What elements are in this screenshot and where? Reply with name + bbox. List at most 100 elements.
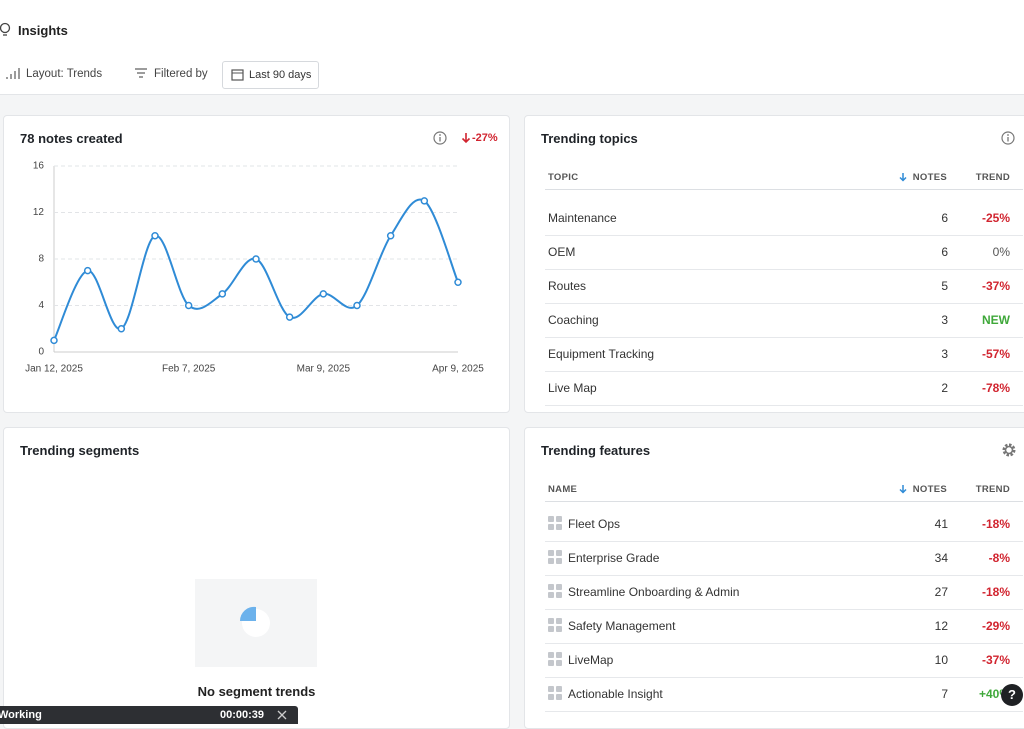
column-header: TREND: [975, 484, 1010, 495]
row-trend: -18%: [981, 517, 1010, 531]
layout-icon: [6, 68, 20, 79]
segments-card: Trending segments No segment trends: [3, 427, 510, 729]
column-header: NOTES: [912, 484, 947, 495]
sort-arrow[interactable]: [899, 484, 907, 494]
data-point: [151, 232, 159, 240]
calendar-icon: [231, 69, 244, 81]
data-point: [184, 301, 193, 310]
card-title: 78 notes created: [20, 131, 123, 146]
info-icon[interactable]: [433, 131, 447, 145]
x-tick-label: Mar 9, 2025: [297, 364, 351, 375]
date-range-button[interactable]: Last 90 days: [222, 61, 319, 89]
row-divider: [545, 371, 1023, 372]
y-tick-label: 8: [38, 254, 44, 265]
data-point: [353, 301, 361, 310]
row-notes: 41: [934, 517, 948, 531]
data-point: [454, 278, 462, 286]
row-name: Fleet Ops: [568, 517, 621, 531]
recorder-time: 00:00:39: [220, 709, 265, 721]
date-range-label: Last 90 days: [249, 69, 312, 81]
topics-card: Trending topics TOPIC NOTES TREND Maintenan…: [524, 115, 1024, 413]
feature-icon: [548, 550, 562, 564]
row-trend: -8%: [988, 551, 1010, 565]
row-trend: NEW: [982, 313, 1010, 327]
data-point: [83, 266, 92, 275]
row-name: Equipment Tracking: [548, 347, 655, 361]
column-header: NOTES: [912, 172, 947, 183]
feature-icon: [548, 516, 562, 530]
row-trend: -29%: [981, 619, 1010, 633]
row-notes: 3: [941, 347, 948, 361]
row-trend: -37%: [981, 279, 1010, 293]
row-notes: 2: [941, 381, 948, 395]
data-point: [218, 290, 227, 298]
bulb-icon: [0, 22, 11, 36]
row-notes: 6: [941, 211, 948, 225]
feature-icon: [548, 652, 562, 666]
close-button[interactable]: [277, 710, 287, 720]
row-name: Routes: [548, 279, 587, 293]
row-name: Actionable Insight: [568, 687, 663, 701]
row-trend: -25%: [981, 211, 1010, 225]
row-notes: 12: [934, 619, 948, 633]
layout-button[interactable]: Layout: Trends: [26, 68, 103, 80]
row-trend: -18%: [981, 585, 1010, 599]
settings-icon[interactable]: [1001, 442, 1017, 458]
recorder-status: Working: [0, 709, 42, 721]
card-title: Trending segments: [20, 443, 140, 458]
recorder-bar: Working 00:00:39: [0, 706, 298, 724]
row-name: Enterprise Grade: [568, 551, 660, 565]
row-divider: [545, 405, 1023, 406]
row-divider: [545, 337, 1023, 338]
row-divider: [545, 643, 1023, 644]
row-name: Streamline Onboarding & Admin: [568, 585, 740, 599]
row-name: OEM: [548, 245, 576, 259]
row-divider: [545, 541, 1023, 542]
row-divider: [545, 711, 1023, 712]
row-notes: 3: [941, 313, 948, 327]
series-line: [53, 198, 459, 341]
features-table: NAME NOTES TREND Fleet Ops 41 -18% Enterprise …: [525, 428, 1024, 728]
feature-icon: [548, 686, 562, 700]
x-tick-label: Apr 9, 2025: [432, 364, 484, 375]
header-divider: [545, 189, 1023, 190]
sort-arrow[interactable]: [899, 172, 907, 182]
column-header: TOPIC: [548, 172, 579, 183]
features-card: Trending features NAME NOTES TREND Fleet Op…: [524, 427, 1024, 729]
row-divider: [545, 303, 1023, 304]
help-button[interactable]: ?: [1001, 684, 1023, 706]
y-tick-label: 16: [33, 161, 45, 172]
change-label: -27%: [472, 132, 498, 144]
info-icon[interactable]: [1001, 131, 1015, 145]
feature-icon: [548, 584, 562, 598]
row-trend: 0%: [992, 245, 1010, 259]
row-divider: [545, 609, 1023, 610]
row-name: Coaching: [548, 313, 599, 327]
row-trend: -57%: [981, 347, 1010, 361]
row-name: Maintenance: [548, 211, 617, 225]
x-tick-label: Feb 7, 2025: [162, 364, 216, 375]
line-chart: 0 4 8 12 16 Jan 12, 2025 Feb 7, 2025 Mar 9, 202…: [25, 161, 484, 375]
pie-icon: [239, 606, 270, 637]
row-trend: -37%: [981, 653, 1010, 667]
row-notes: 6: [941, 245, 948, 259]
filter-label[interactable]: Filtered by: [154, 68, 208, 80]
row-notes: 27: [934, 585, 948, 599]
row-trend: -78%: [981, 381, 1010, 395]
header: Insights Layout: Trends Filtered by Last…: [0, 0, 1024, 95]
column-header: NAME: [548, 484, 578, 495]
card-title: Trending topics: [541, 131, 638, 146]
row-name: Live Map: [548, 381, 597, 395]
y-tick-label: 0: [38, 347, 44, 358]
y-tick-label: 4: [38, 300, 44, 311]
data-point: [386, 232, 395, 240]
row-notes: 5: [941, 279, 948, 293]
row-name: LiveMap: [568, 653, 614, 667]
data-point: [319, 290, 328, 298]
page-title: Insights: [18, 23, 68, 38]
row-notes: 7: [941, 687, 948, 701]
empty-message: No segment trends: [197, 684, 316, 699]
data-point: [252, 255, 260, 263]
row-name: Safety Management: [568, 619, 676, 633]
